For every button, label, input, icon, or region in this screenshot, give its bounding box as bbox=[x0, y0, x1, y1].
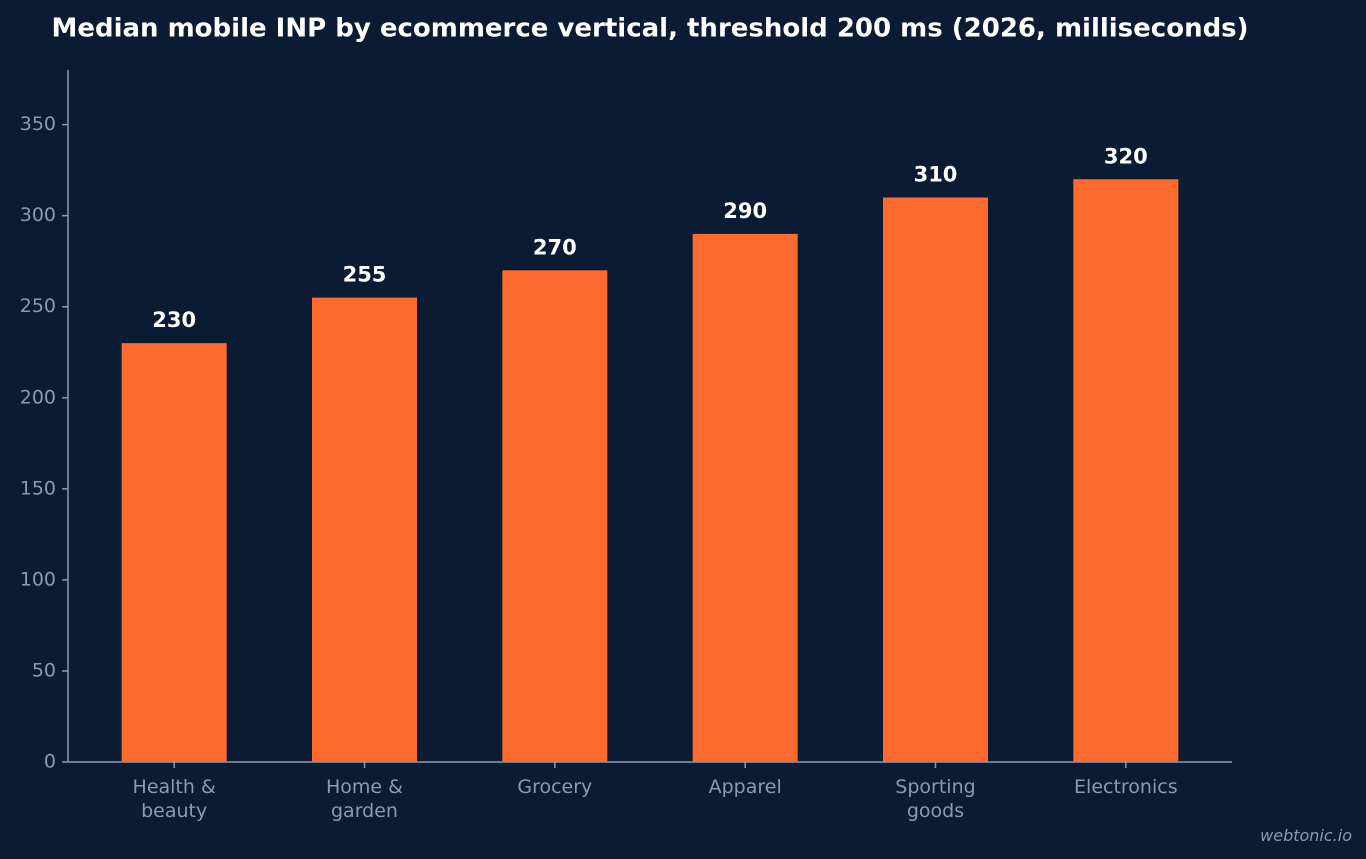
y-tick-label: 250 bbox=[20, 295, 56, 317]
data-label: 310 bbox=[914, 162, 958, 186]
bar bbox=[502, 270, 608, 762]
bar bbox=[312, 297, 417, 762]
data-label: 255 bbox=[343, 263, 387, 287]
x-tick-label: Sporting goods bbox=[895, 776, 976, 822]
y-tick-label: 100 bbox=[20, 568, 56, 590]
x-tick-label: Health & beauty bbox=[132, 776, 216, 822]
bar bbox=[883, 197, 988, 762]
y-tick-label: 50 bbox=[32, 659, 56, 681]
data-label: 320 bbox=[1104, 144, 1148, 168]
bar bbox=[692, 233, 798, 763]
y-tick-label: 350 bbox=[20, 113, 56, 135]
x-tick-label: Electronics bbox=[1074, 776, 1178, 798]
x-tick-label: Apparel bbox=[708, 776, 782, 798]
x-tick-label: Home & garden bbox=[326, 776, 403, 822]
watermark: webtonic.io bbox=[1260, 826, 1352, 845]
chart-title: Median mobile INP by ecommerce vertical,… bbox=[51, 14, 1248, 44]
bar bbox=[1073, 179, 1179, 762]
data-label: 290 bbox=[723, 199, 767, 223]
data-label: 270 bbox=[533, 235, 577, 259]
data-label: 230 bbox=[152, 308, 196, 332]
y-tick-label: 150 bbox=[20, 477, 56, 499]
bar bbox=[121, 343, 227, 762]
x-tick-label: Grocery bbox=[517, 776, 593, 798]
y-tick-label: 200 bbox=[20, 386, 56, 408]
y-tick-label: 300 bbox=[20, 204, 56, 226]
y-tick-label: 0 bbox=[44, 751, 56, 773]
